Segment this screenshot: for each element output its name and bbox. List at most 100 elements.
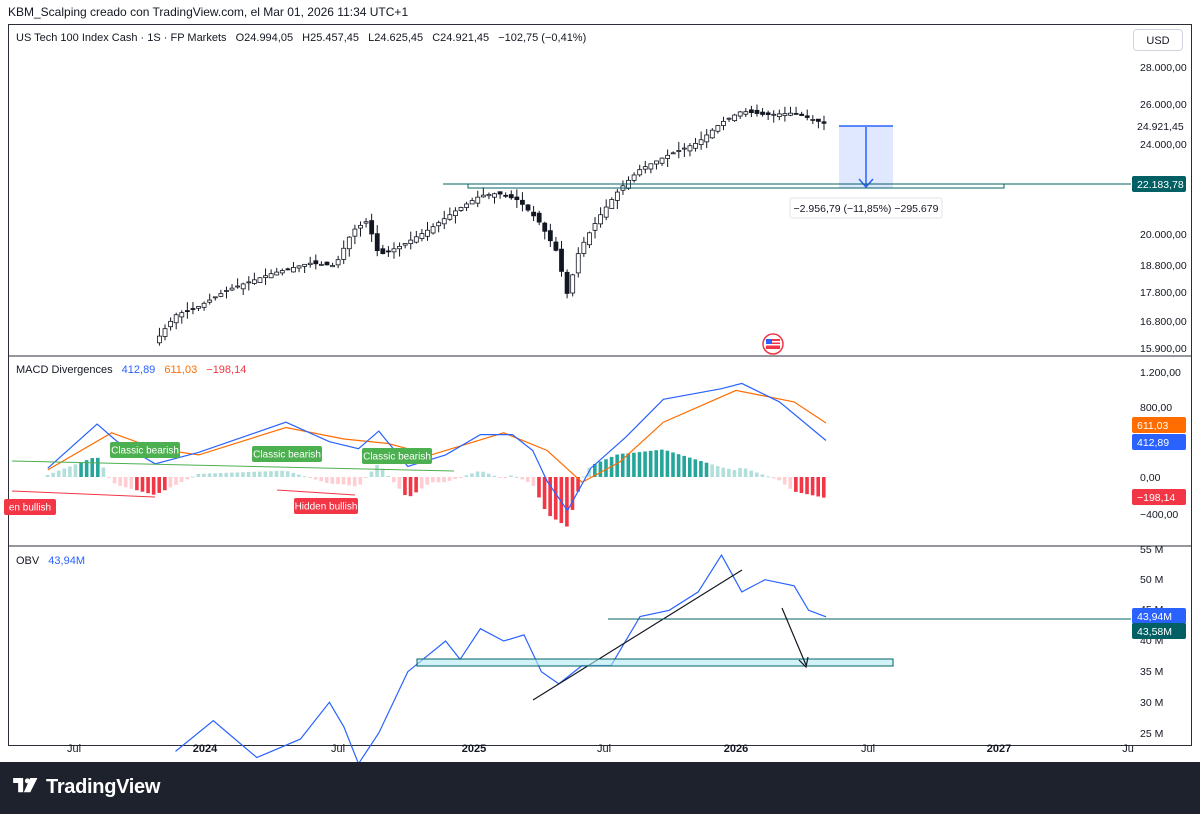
macd-signal-line[interactable]	[47, 389, 827, 484]
time-axis-label: Jul	[861, 743, 875, 755]
hidden-bullish-label-2[interactable]: Hidden bullish	[294, 498, 358, 514]
macd-histogram-bar	[481, 471, 485, 477]
measure-label-box	[789, 197, 943, 219]
candle-body	[654, 160, 659, 165]
macd-histogram-bar	[190, 476, 195, 478]
macd-histogram-bar	[453, 477, 458, 480]
classic-bearish-label-3[interactable]: Classic bearish	[362, 448, 432, 464]
macd-histogram-bar	[380, 468, 385, 477]
macd-histogram-bar	[246, 471, 251, 477]
macd-histogram-bar	[643, 451, 647, 477]
bullish-divergence-line[interactable]	[11, 490, 156, 498]
price-zone-rect[interactable]	[467, 183, 1005, 189]
obv-axis-label: 25 M	[1140, 728, 1163, 740]
macd-histogram-bar	[559, 477, 564, 524]
level-price-tag-box	[1132, 176, 1186, 192]
candle-body	[670, 152, 676, 155]
chart-canvas[interactable]: US Tech 100 Index Cash · 1S · FP Markets…	[0, 0, 1200, 762]
candle-body	[598, 214, 604, 225]
hidden-bullish-label-1[interactable]: en bullish	[4, 499, 56, 515]
candle-body	[157, 335, 162, 344]
macd-histogram-bar	[386, 475, 390, 477]
macd-histogram-bar	[548, 477, 552, 517]
price-pane[interactable]	[157, 104, 827, 346]
time-axis[interactable]: Jul 2024 Jul 2025 Jul 2026 Jul 2027 Ju	[67, 743, 1134, 755]
time-axis-label: Jul	[597, 743, 611, 755]
candle-body	[385, 250, 391, 253]
macd-histogram-bar	[777, 477, 781, 481]
level-price-tag: 22.183,78	[1132, 176, 1186, 192]
macd-histogram-bar	[743, 468, 748, 477]
obv-axis-label: 55 M	[1140, 544, 1163, 556]
obv-trendline[interactable]	[532, 569, 743, 701]
last-price-tag-text: 24.921,45	[1137, 121, 1184, 133]
tradingview-logo[interactable]: TradingView	[12, 776, 160, 799]
candle-body	[475, 196, 481, 204]
candle-body	[609, 199, 615, 209]
macd-histogram-bar	[168, 477, 173, 488]
bearish-divergence-line[interactable]	[11, 460, 455, 472]
macd-histogram-bar	[542, 477, 547, 510]
candle-body	[425, 229, 430, 237]
macd-histogram-bar	[213, 473, 217, 477]
macd-histogram-bar	[414, 477, 418, 493]
macd-histogram-bar	[732, 470, 737, 477]
macd-histogram-bar	[112, 477, 117, 484]
time-axis-label: 2026	[724, 743, 748, 755]
candle-body	[480, 194, 486, 198]
candle-body	[447, 214, 453, 220]
macd-line[interactable]	[47, 382, 827, 512]
macd-histogram-bar	[157, 477, 162, 493]
candle-body	[492, 193, 497, 198]
tradingview-logo-icon	[13, 777, 38, 792]
classic-bearish-label-2-text: Classic bearish	[253, 450, 321, 461]
classic-bearish-label-2-box	[252, 446, 322, 462]
classic-bearish-label-2[interactable]: Classic bearish	[252, 446, 322, 462]
candle-body	[296, 265, 302, 269]
us-flag-icon[interactable]	[762, 333, 784, 355]
price-axis[interactable]: 28.000,00 26.000,00 24.000,00 20.000,00 18.8…	[1140, 62, 1187, 355]
macd-axis[interactable]: 1.200,00 800,00 0,00 −400,00	[1140, 367, 1181, 521]
obv-pane[interactable]	[175, 553, 827, 762]
classic-bearish-label-1[interactable]: Classic bearish	[110, 442, 180, 458]
obv-zone-rect[interactable]	[416, 658, 894, 667]
macd-pane[interactable]: Classic bearish Classic bearish Classic be…	[4, 382, 827, 527]
macd-histogram-bar	[56, 470, 61, 477]
currency-button[interactable]: USD	[1133, 29, 1183, 51]
obv-projection-arrow[interactable]	[781, 607, 807, 666]
macd-histogram-bar	[660, 449, 664, 477]
candle-body	[715, 125, 721, 132]
price-axis-label: 18.800,00	[1140, 260, 1187, 272]
candle-body	[173, 314, 179, 324]
macd-histogram-bar	[408, 477, 413, 497]
candle-body	[363, 221, 369, 224]
macd-histogram-bar	[135, 477, 139, 491]
macd-histogram-bar	[788, 477, 793, 489]
hidden-bullish-line[interactable]	[276, 489, 356, 496]
obv-line[interactable]	[175, 553, 827, 762]
candle-body	[486, 194, 492, 197]
macd-histogram-bar	[498, 477, 502, 478]
macd-histogram-bar	[207, 473, 212, 477]
candle-body	[754, 109, 760, 114]
classic-bearish-label-3-text: Classic bearish	[363, 452, 431, 463]
macd-histogram-bar	[391, 477, 396, 483]
macd-histogram-bar	[269, 471, 273, 477]
macd-histogram-bar	[308, 477, 312, 478]
obv-axis[interactable]: 55 M50 M45 M40 M35 M30 M25 M	[1140, 544, 1163, 740]
classic-bearish-label-3-box	[362, 448, 432, 464]
candle-body	[497, 191, 503, 195]
price-axis-label: 24.000,00	[1140, 139, 1187, 151]
macd-histogram-bar	[682, 455, 686, 477]
macd-histogram-bar	[470, 473, 474, 477]
candle-body	[676, 150, 682, 152]
candle-body	[642, 166, 648, 170]
measure-label: −2.956,79 (−11,85%) −295.679	[794, 203, 939, 215]
candle-body	[324, 261, 330, 266]
candle-body	[346, 236, 352, 250]
macd-hist-tag: −198,14	[1132, 489, 1186, 505]
macd-histogram-bar	[503, 477, 508, 479]
chart-frame[interactable]	[8, 24, 1192, 746]
candle-body	[637, 169, 643, 176]
macd-axis-label: 1.200,00	[1140, 367, 1181, 379]
